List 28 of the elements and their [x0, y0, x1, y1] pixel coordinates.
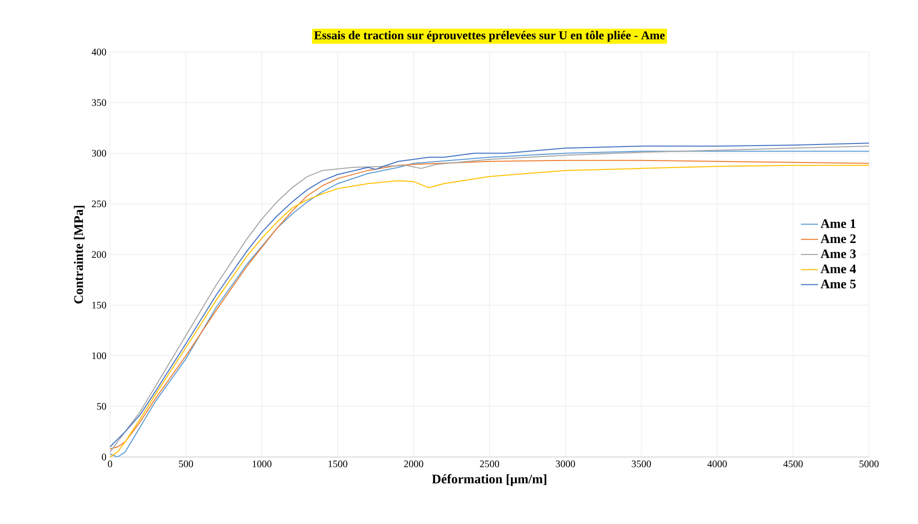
y-tick-label: 400 [92, 48, 106, 56]
legend-label: Ame 2 [820, 234, 856, 244]
y-tick-label: 350 [92, 99, 106, 106]
legend-label: Ame 5 [820, 280, 856, 288]
x-tick-label: 4500 [783, 460, 803, 468]
x-tick-label: 2000 [404, 460, 424, 468]
y-tick-label: 150 [92, 302, 106, 308]
y-tick-label: 100 [92, 352, 106, 360]
x-tick-label: 2500 [480, 460, 500, 468]
x-tick-label: 4000 [707, 460, 727, 468]
y-tick-label: 250 [92, 200, 106, 208]
x-tick-label: 1000 [252, 460, 272, 468]
x-tick-label: 1500 [328, 460, 348, 468]
x-tick-label: 3500 [632, 460, 651, 468]
x-axis-title: Déformation [µm/m] [432, 474, 546, 486]
x-tick-label: 500 [178, 460, 194, 468]
y-tick-label: 50 [97, 402, 106, 410]
x-tick-label: 3000 [556, 460, 576, 468]
chart-title: Essais de traction sur éprouvettes prélevées sur U en tôle pliée - Ame [314, 30, 665, 42]
legend-label: Ame 4 [820, 264, 856, 274]
x-tick-label: 0 [108, 460, 112, 468]
legend-label: Ame 1 [820, 219, 856, 228]
y-tick-label: 300 [92, 150, 106, 157]
legend-label: Ame 3 [820, 249, 856, 258]
y-axis-title: Contrainte [MPa] [74, 206, 85, 304]
y-tick-label: 0 [102, 454, 106, 460]
x-tick-label: 5000 [860, 460, 879, 468]
y-tick-label: 200 [92, 251, 106, 258]
